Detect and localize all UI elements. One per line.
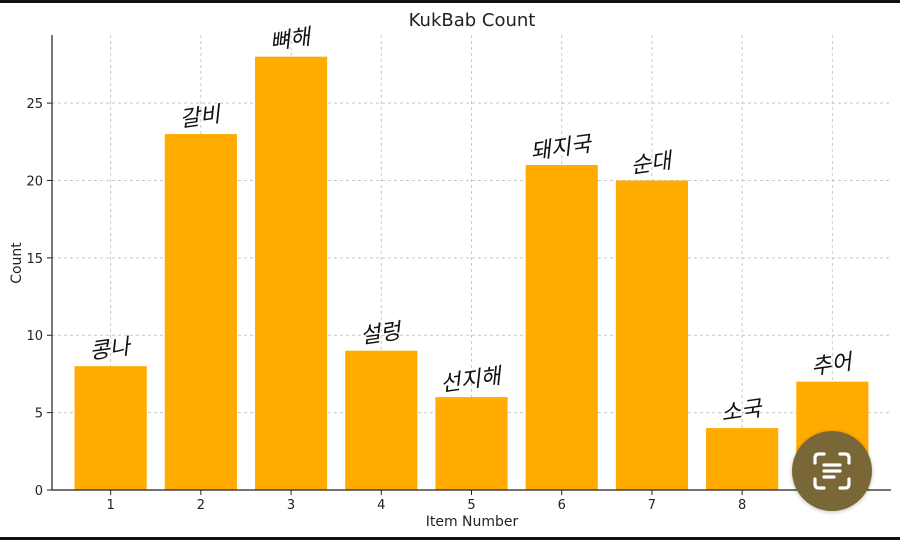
y-tick-label: 20 bbox=[26, 174, 43, 189]
y-tick-label: 10 bbox=[26, 329, 43, 344]
bars bbox=[74, 56, 869, 491]
handwritten-label: 돼지국 bbox=[529, 132, 594, 165]
x-tick-label: 5 bbox=[467, 498, 475, 513]
bar-6 bbox=[525, 165, 598, 490]
handwritten-label: 추어 bbox=[810, 350, 856, 381]
handwritten-label: 소국 bbox=[719, 396, 764, 427]
x-axis-label: Item Number bbox=[426, 514, 519, 530]
x-tick-label: 1 bbox=[106, 498, 114, 513]
bar-4 bbox=[345, 350, 418, 490]
chart-title: KukBab Count bbox=[409, 10, 536, 31]
handwritten-label: 설렁 bbox=[359, 319, 405, 350]
y-tick-label: 5 bbox=[35, 407, 43, 422]
handwritten-label: 선지해 bbox=[439, 364, 505, 398]
handwritten-label: 갈비 bbox=[178, 102, 223, 133]
y-axis-label: Count bbox=[9, 242, 25, 284]
bar-5 bbox=[435, 397, 508, 490]
text-scan-icon bbox=[813, 452, 851, 490]
handwritten-label: 순대 bbox=[629, 148, 675, 179]
handwritten-label: 콩나 bbox=[88, 334, 134, 365]
axes bbox=[47, 35, 891, 495]
bar-1 bbox=[74, 366, 147, 490]
text-scan-button[interactable] bbox=[792, 431, 872, 511]
x-tick-label: 2 bbox=[197, 498, 205, 513]
bar-7 bbox=[615, 180, 689, 490]
x-tick-label: 3 bbox=[287, 498, 295, 513]
y-tick-label: 0 bbox=[35, 484, 43, 499]
x-tick-label: 7 bbox=[648, 498, 656, 513]
handwritten-label: 뼈해 bbox=[268, 25, 314, 56]
y-tick-label: 15 bbox=[26, 252, 43, 267]
bar-3 bbox=[254, 56, 328, 491]
bar-8 bbox=[706, 428, 779, 490]
x-tick-label: 4 bbox=[377, 498, 385, 513]
x-tick-label: 8 bbox=[738, 498, 746, 513]
y-tick-label: 25 bbox=[26, 97, 43, 112]
bar-2 bbox=[164, 134, 237, 491]
x-tick-label: 6 bbox=[558, 498, 566, 513]
